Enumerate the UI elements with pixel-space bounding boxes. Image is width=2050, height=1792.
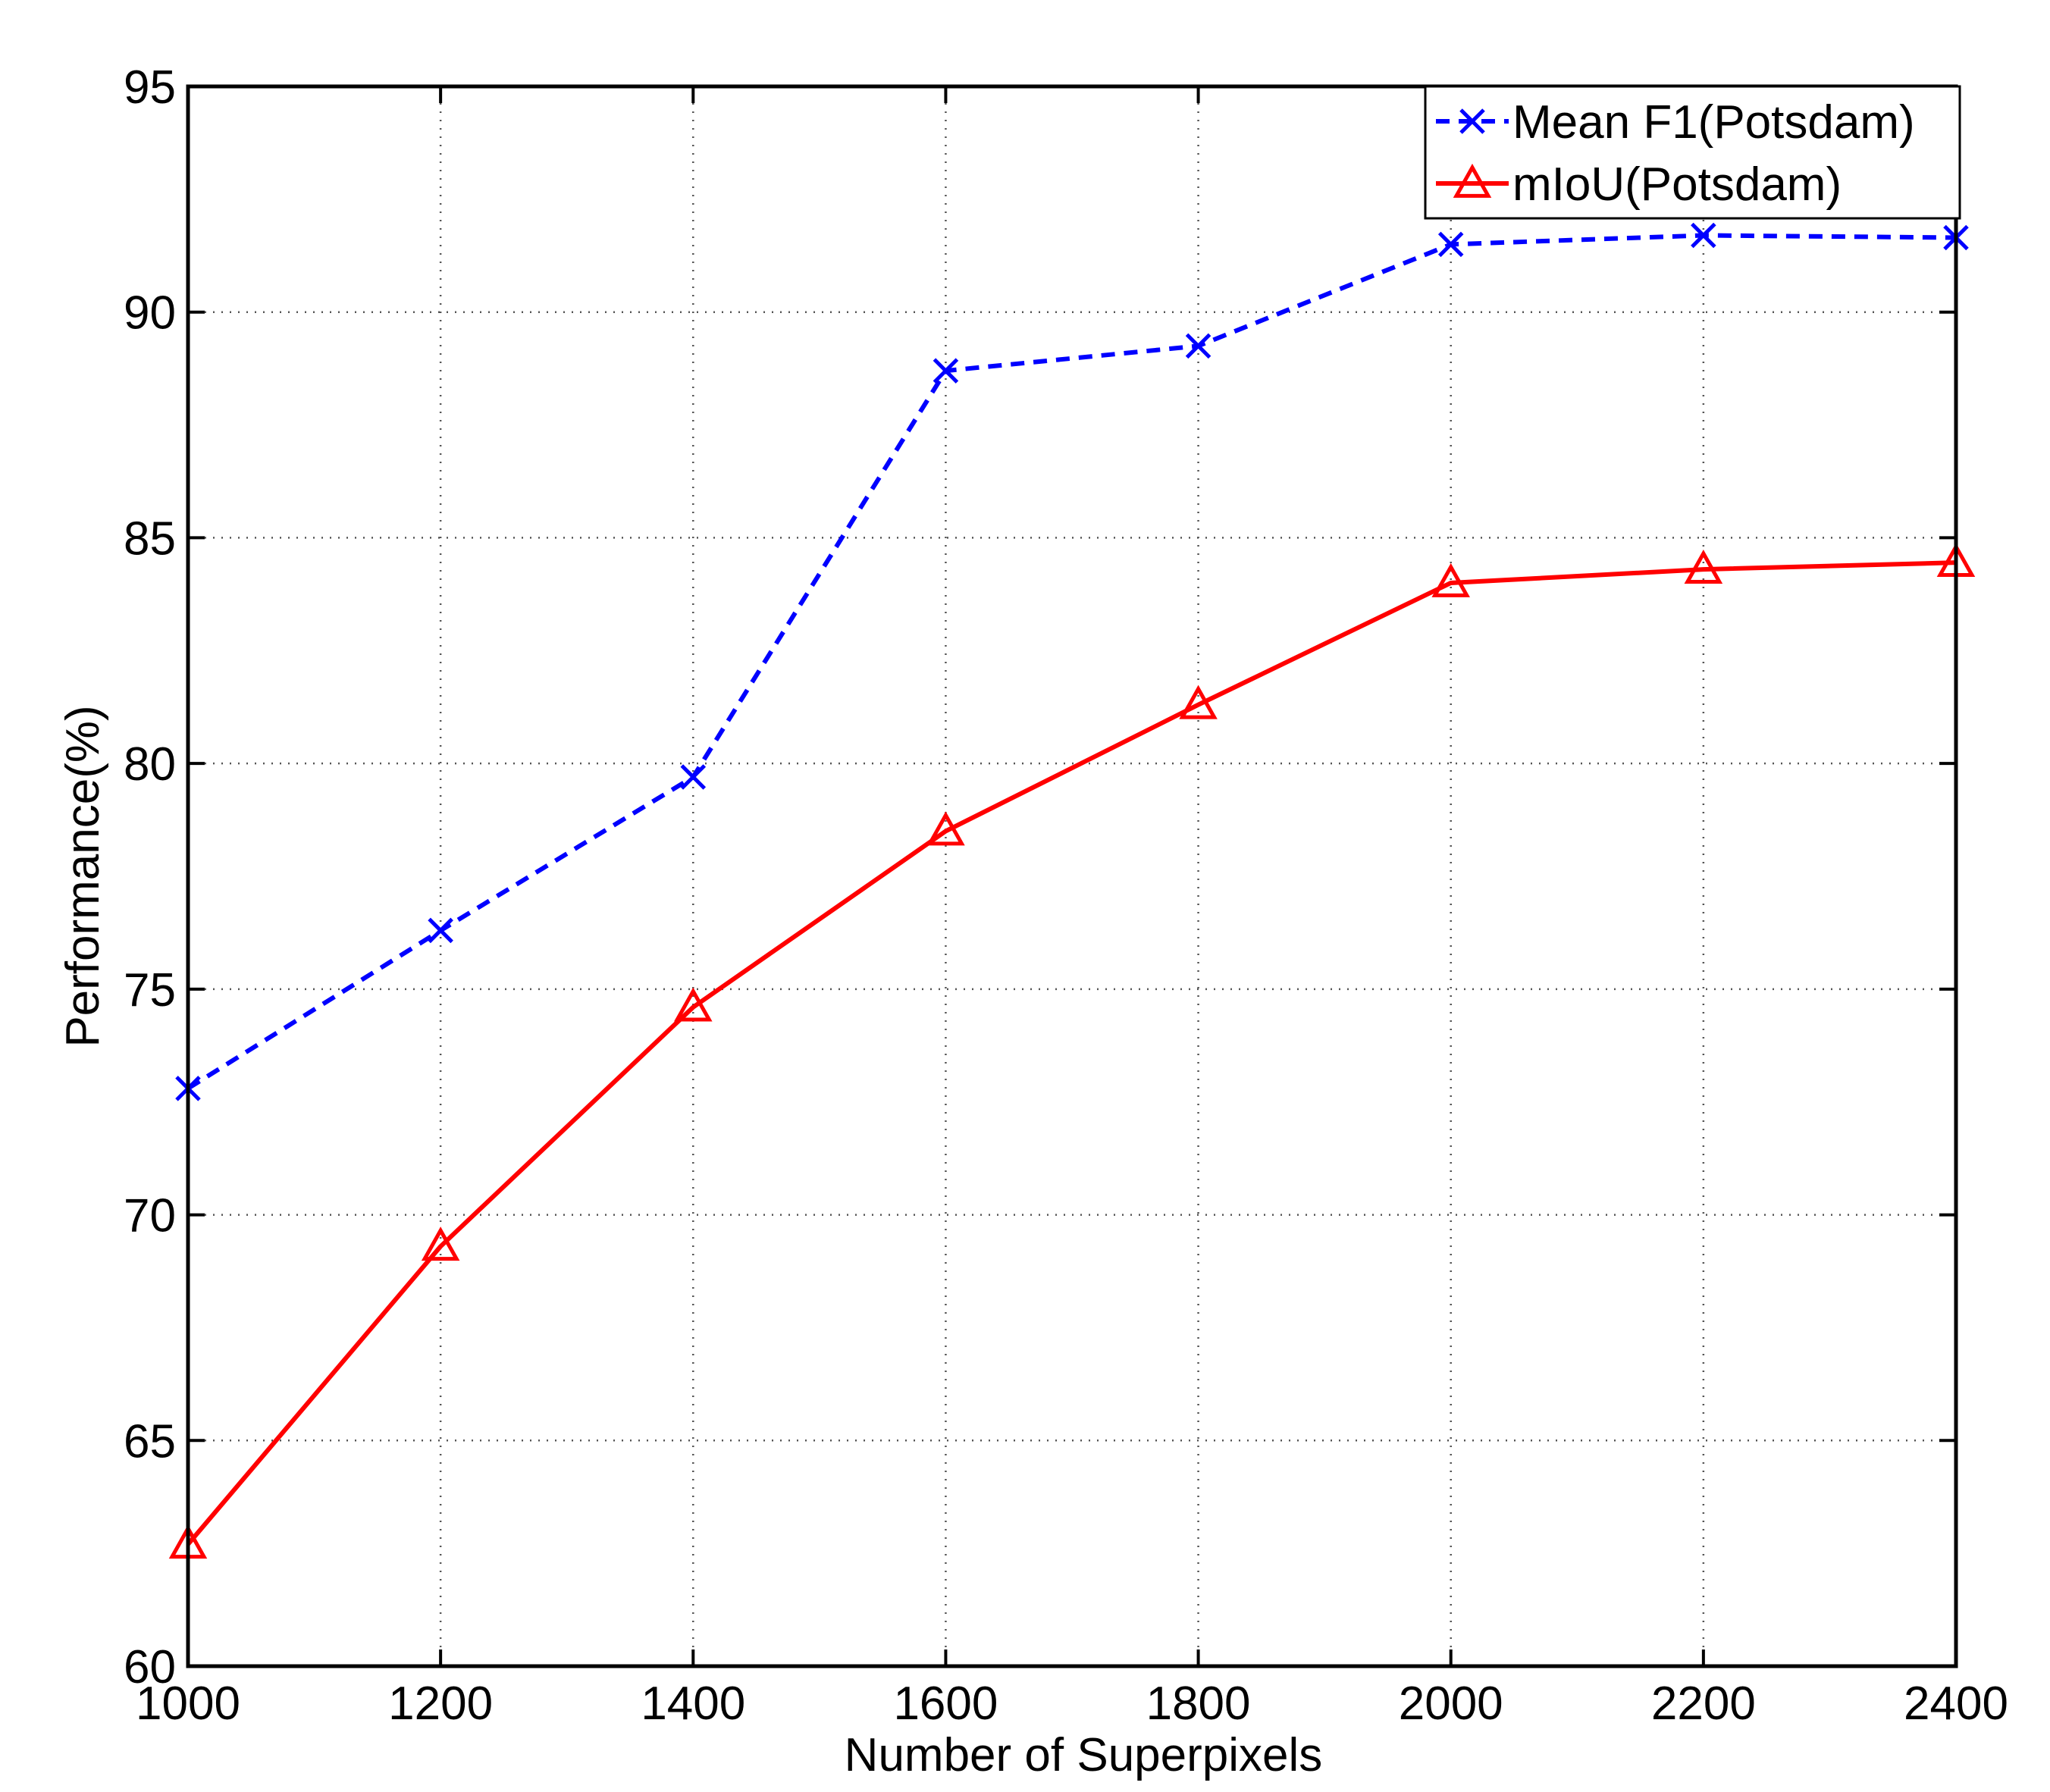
y-tick-label: 85: [124, 512, 176, 565]
y-tick-label: 70: [124, 1190, 176, 1242]
x-tick-label: 2200: [1651, 1678, 1756, 1730]
y-tick-labels: 60 65 70 75 80 85 90 95: [124, 61, 176, 1693]
data-point-marker: [1437, 231, 1464, 258]
data-point-marker: [1185, 333, 1212, 359]
x-tick-label: 2400: [1904, 1678, 2008, 1730]
legend-item: mIoU(Potsdam): [1436, 158, 1842, 211]
x-tick-label: 1600: [893, 1678, 998, 1730]
data-point-marker: [1179, 685, 1218, 719]
legend-marker: [1459, 108, 1485, 134]
x-tick-labels: 1000 1200 1400 1600 1800 2000 2200 2400: [136, 1678, 2008, 1730]
x-axis-title: Number of Superpixels: [845, 1729, 1323, 1781]
plot-frame: [186, 84, 1958, 1668]
y-tick-label: 95: [124, 61, 176, 114]
series-line: [187, 233, 1957, 1091]
x-tick-label: 2000: [1399, 1678, 1503, 1730]
legend-item: Mean F1(Potsdam): [1436, 96, 1915, 149]
legend-label: mIoU(Potsdam): [1512, 158, 1842, 211]
data-point-marker: [933, 358, 959, 384]
legend-label: Mean F1(Potsdam): [1512, 96, 1915, 149]
data-point-marker: [1691, 222, 1716, 249]
x-tick-label: 1800: [1146, 1678, 1251, 1730]
legend: Mean F1(Potsdam) mIoU(Potsdam): [1424, 85, 1961, 220]
legend-marker: [1453, 163, 1492, 198]
y-tick-label: 80: [124, 738, 176, 791]
legend-box: [1424, 85, 1961, 220]
data-point-marker: [421, 1227, 460, 1261]
y-axis-title: Performance(%): [57, 705, 109, 1047]
y-tick-label: 65: [124, 1415, 176, 1468]
data-point-marker: [1431, 562, 1470, 597]
data-point-marker: [680, 764, 707, 790]
series-layer: [168, 222, 1976, 1559]
data-point-marker: [1684, 550, 1723, 584]
data-point-marker: [926, 811, 965, 846]
data-point-marker: [674, 987, 713, 1022]
x-tick-label: 1400: [641, 1678, 745, 1730]
grid: [188, 86, 1956, 1666]
series-line: [186, 560, 1957, 1546]
y-tick-label: 90: [124, 287, 176, 340]
x-tick-label: 1000: [136, 1678, 240, 1730]
series-1: [175, 222, 1969, 1101]
y-tick-label: 75: [124, 964, 176, 1017]
x-tick-label: 1200: [388, 1678, 493, 1730]
data-point-marker: [428, 917, 453, 944]
y-tick-label: 60: [124, 1641, 176, 1693]
